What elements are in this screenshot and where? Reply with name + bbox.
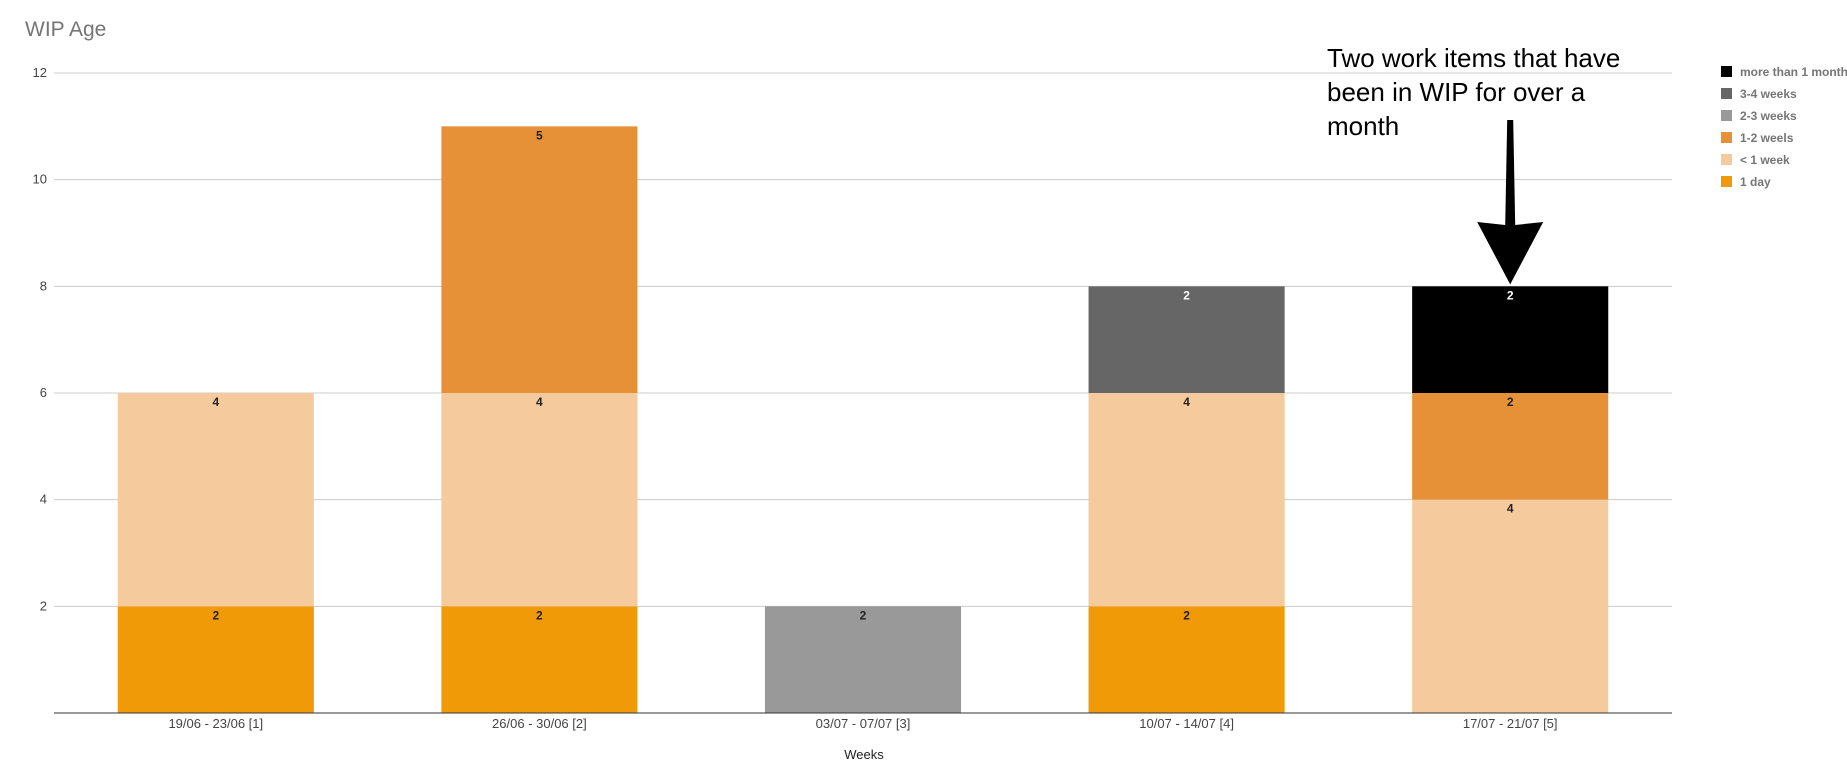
legend-swatch [1721, 110, 1732, 121]
bar-segment [117, 393, 314, 607]
x-tick-label: 26/06 - 30/06 [2] [492, 716, 587, 731]
chart-title: WIP Age [25, 18, 106, 41]
x-tick-label: 10/07 - 14/07 [4] [1139, 716, 1234, 731]
y-tick-label: 4 [40, 492, 47, 507]
legend-label: 1 day [1740, 175, 1771, 189]
data-label: 2 [860, 608, 867, 622]
legend-swatch [1721, 132, 1732, 143]
data-label: 2 [1183, 608, 1190, 622]
annotation: Two work items that have been in WIP for … [1327, 43, 1620, 285]
annotation-arrow [1477, 120, 1544, 285]
annotation-text: Two work items that have [1327, 43, 1620, 73]
data-label: 4 [536, 395, 543, 409]
bar-segment [1088, 286, 1285, 393]
bar-segment [441, 606, 638, 713]
bar-segment [1412, 286, 1609, 393]
x-axis-title: Weeks [844, 747, 884, 762]
y-axis-ticks: 2 4 6 8 10 12 [33, 65, 47, 613]
legend-label: 2-3 weeks [1740, 109, 1797, 123]
y-tick-label: 6 [40, 385, 47, 400]
y-tick-label: 2 [40, 598, 47, 613]
data-label: 5 [536, 128, 543, 142]
y-tick-label: 10 [33, 172, 47, 187]
bar-segment [441, 126, 638, 393]
legend-label: more than 1 month [1740, 65, 1847, 79]
data-label: 2 [1183, 288, 1190, 302]
legend-label: 1-2 weels [1740, 131, 1794, 145]
gridlines [54, 72, 1672, 607]
legend-swatch [1721, 176, 1732, 187]
bar-segment [117, 606, 314, 713]
data-label: 2 [1507, 395, 1514, 409]
legend: more than 1 month 3-4 weeks 2-3 weeks 1-2 w… [1721, 65, 1847, 189]
legend-swatch [1721, 154, 1732, 165]
bar-segment [1412, 499, 1609, 713]
annotation-text: month [1327, 111, 1399, 141]
data-label: 4 [1183, 395, 1190, 409]
annotation-text: been in WIP for over a [1327, 77, 1586, 107]
data-label: 2 [1507, 288, 1514, 302]
legend-swatch [1721, 66, 1732, 77]
data-label: 4 [212, 395, 219, 409]
bar-segment [1088, 606, 1285, 713]
segment-labels: 2 4 2 4 5 2 2 4 2 4 2 2 [212, 128, 1513, 622]
bars [117, 126, 1609, 713]
data-label: 2 [536, 608, 543, 622]
y-tick-label: 8 [40, 278, 47, 293]
legend-swatch [1721, 88, 1732, 99]
data-label: 4 [1507, 502, 1514, 516]
bar-segment [1088, 393, 1285, 607]
x-tick-label: 19/06 - 23/06 [1] [168, 716, 263, 731]
x-tick-label: 17/07 - 21/07 [5] [1463, 716, 1558, 731]
legend-label: < 1 week [1740, 153, 1790, 167]
bar-segment [1412, 393, 1609, 500]
x-tick-label: 03/07 - 07/07 [3] [816, 716, 911, 731]
bar-segment [441, 393, 638, 607]
x-axis-ticks: 19/06 - 23/06 [1] 26/06 - 30/06 [2] 03/07 … [168, 716, 1557, 731]
bar-segment [764, 606, 962, 713]
data-label: 2 [212, 608, 219, 622]
y-tick-label: 12 [33, 65, 47, 80]
legend-label: 3-4 weeks [1740, 87, 1797, 101]
